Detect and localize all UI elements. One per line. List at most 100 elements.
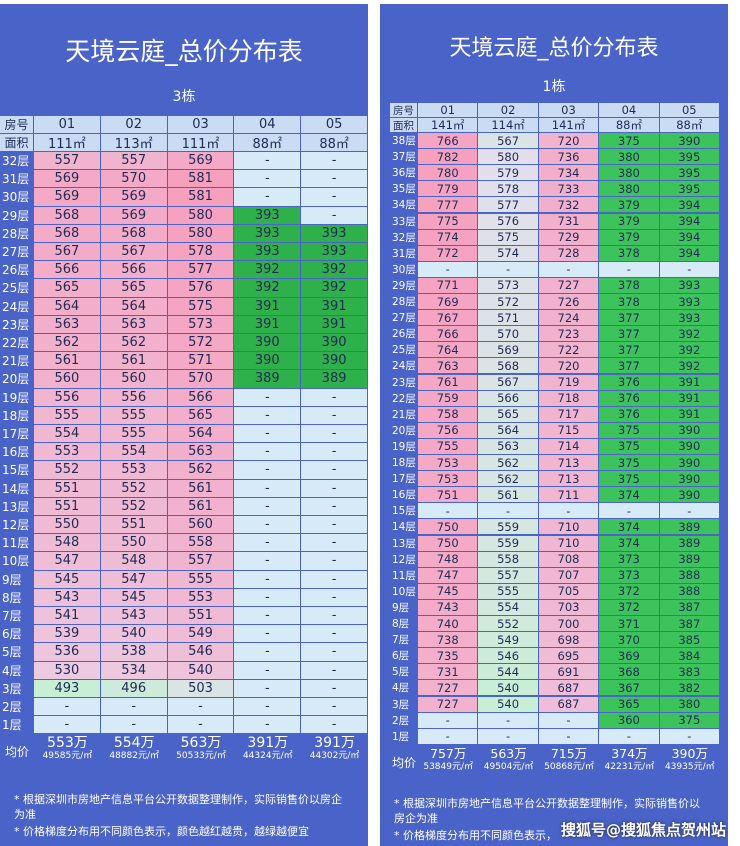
price-cell: 711 — [538, 487, 600, 504]
header-cell: 88㎡ — [234, 134, 302, 152]
price-cell: 569 — [34, 188, 101, 207]
header-cell: 02 — [478, 103, 539, 118]
price-cell: 750 — [418, 535, 479, 552]
price-cell: 374 — [599, 487, 660, 504]
price-cell: 559 — [478, 519, 539, 536]
price-cell: 569 — [100, 188, 168, 207]
header-cell: 88㎡ — [659, 118, 720, 133]
average-total: 390万 — [671, 746, 708, 761]
price-cell: - — [234, 552, 302, 571]
price-cell: 379 — [599, 213, 660, 230]
floor-label: 30层 — [0, 188, 34, 207]
floor-label: 29层 — [390, 277, 418, 294]
price-cell: 576 — [167, 279, 235, 298]
price-cell: 565 — [478, 406, 539, 423]
price-cell: 390 — [659, 455, 720, 472]
price-cell: 392 — [659, 358, 720, 375]
header-label: 面积 — [0, 134, 34, 152]
price-cell: 779 — [418, 181, 479, 198]
floor-label: 5层 — [390, 664, 418, 681]
price-cell: - — [301, 643, 368, 662]
price-cell: 545 — [34, 570, 101, 589]
price-cell: 557 — [167, 552, 235, 571]
price-cell: 378 — [599, 277, 660, 294]
price-cell: 390 — [234, 334, 302, 353]
price-cell: - — [599, 261, 660, 278]
price-cell: - — [234, 461, 302, 480]
price-cell: 572 — [167, 334, 235, 353]
price-cell: - — [418, 503, 479, 520]
floor-label: 35层 — [390, 181, 418, 198]
price-cell: 556 — [34, 388, 101, 407]
floor-label: 21层 — [390, 406, 418, 423]
price-cell: 372 — [599, 599, 660, 616]
price-cell: 380 — [599, 149, 660, 166]
price-cell: - — [234, 625, 302, 644]
price-cell: - — [301, 152, 368, 171]
price-cell: 727 — [418, 680, 479, 697]
price-cell: 555 — [478, 583, 539, 600]
floor-label: 32层 — [0, 152, 34, 171]
price-cell: - — [301, 552, 368, 571]
floor-label: 25层 — [390, 342, 418, 359]
price-cell: 376 — [599, 374, 660, 391]
price-cell: 555 — [34, 406, 101, 425]
panel: 天境云庭_总价分布表 1栋 房号 01 02 03 04 05 面积 141㎡ 114㎡ 141㎡ 88… — [380, 4, 728, 846]
floor-label: 6层 — [390, 648, 418, 665]
price-cell: 377 — [599, 358, 660, 375]
price-cell: - — [301, 716, 368, 735]
price-cell: 561 — [34, 352, 101, 371]
price-cell: 360 — [599, 712, 660, 729]
price-cell: 552 — [100, 479, 168, 498]
price-cell: 375 — [599, 438, 660, 455]
price-cell: 391 — [234, 315, 302, 334]
price-cell: 387 — [659, 616, 720, 633]
price-cell: 574 — [478, 245, 539, 262]
floor-label: 2层 — [390, 712, 418, 729]
price-cell: 755 — [418, 438, 479, 455]
title: 天境云庭_总价分布表 — [449, 36, 659, 61]
price-cell: - — [659, 503, 720, 520]
price-cell: - — [599, 503, 660, 520]
price-cell: 575 — [167, 297, 235, 316]
price-cell: 569 — [34, 170, 101, 189]
price-cell: 563 — [478, 438, 539, 455]
price-cell: - — [301, 570, 368, 589]
price-cell: 377 — [599, 342, 660, 359]
price-cell: 547 — [100, 570, 168, 589]
floor-label: 37层 — [390, 149, 418, 166]
footnote: * 价格梯度分布用不同颜色表示， — [394, 829, 557, 842]
floor-label: 9层 — [390, 599, 418, 616]
price-cell: 707 — [538, 567, 600, 584]
floor-label: 9层 — [0, 570, 34, 589]
price-cell: - — [34, 716, 101, 735]
price-cell: 695 — [538, 648, 600, 665]
price-cell: 747 — [418, 567, 479, 584]
price-cell: 384 — [659, 648, 720, 665]
price-cell: 392 — [659, 326, 720, 343]
floor-label: 28层 — [390, 294, 418, 311]
price-cell: 389 — [301, 370, 368, 389]
floor-label: 31层 — [390, 245, 418, 262]
price-cell: 564 — [478, 422, 539, 439]
price-cell: 390 — [659, 487, 720, 504]
price-cell: 377 — [599, 326, 660, 343]
price-cell: 710 — [538, 519, 600, 536]
price-cell: 753 — [418, 471, 479, 488]
floor-label: 28层 — [0, 224, 34, 243]
price-cell: 393 — [301, 224, 368, 243]
price-cell: 568 — [100, 224, 168, 243]
price-cell: - — [234, 661, 302, 680]
price-cell: 390 — [659, 471, 720, 488]
price-cell: 578 — [167, 243, 235, 262]
price-cell: 561 — [478, 487, 539, 504]
price-cell: 538 — [100, 643, 168, 662]
watermark: 搜狐号@搜狐焦点贺州站 — [560, 821, 726, 839]
price-cell: 375 — [599, 422, 660, 439]
header-cell: 88㎡ — [301, 134, 368, 152]
header-cell: 04 — [234, 116, 302, 134]
floor-label: 4层 — [0, 661, 34, 680]
price-cell: 393 — [301, 243, 368, 262]
header-cell: 05 — [301, 116, 368, 134]
price-cell: 378 — [599, 245, 660, 262]
